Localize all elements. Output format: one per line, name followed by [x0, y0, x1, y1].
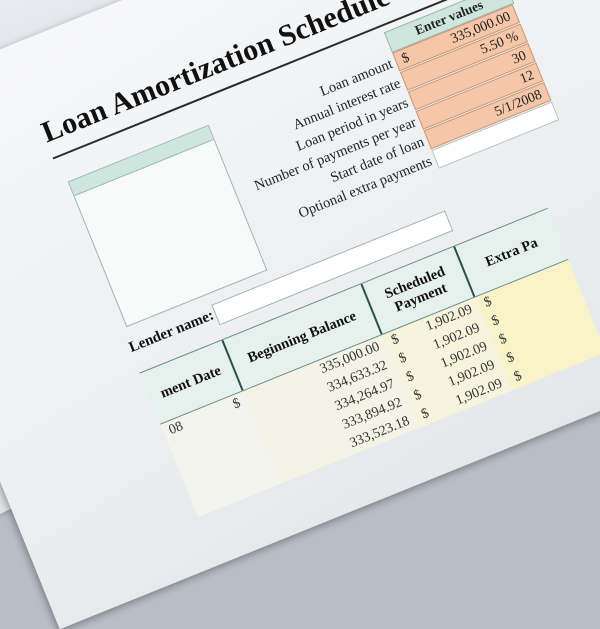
input-value: [546, 105, 553, 122]
input-value: 12: [517, 67, 537, 88]
currency-symbol: $: [230, 395, 243, 413]
currency-symbol: $: [399, 50, 412, 67]
notes-box-header: [69, 126, 214, 197]
input-labels: Loan amount Annual interest rate Loan pe…: [212, 54, 435, 242]
